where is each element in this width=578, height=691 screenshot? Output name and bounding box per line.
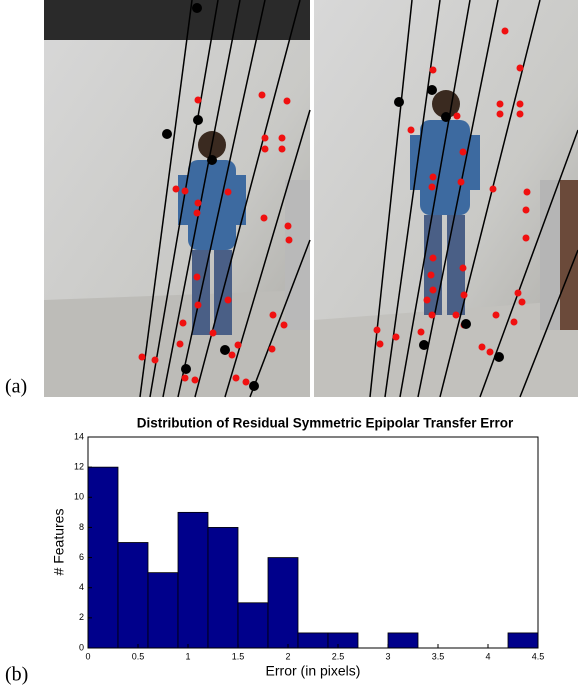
bar bbox=[118, 543, 148, 649]
bar bbox=[178, 512, 208, 648]
chart-title: Distribution of Residual Symmetric Epipo… bbox=[137, 416, 514, 431]
y-tick-label: 10 bbox=[74, 492, 84, 502]
figure: (a) (b) Distribution of Residual Symmetr… bbox=[0, 0, 578, 686]
bar bbox=[298, 633, 328, 648]
bar bbox=[508, 633, 538, 648]
photo-left bbox=[44, 0, 310, 397]
bar bbox=[148, 573, 178, 648]
y-tick-label: 6 bbox=[79, 552, 84, 562]
x-tick-label: 1 bbox=[185, 651, 190, 661]
x-tick-label: 3 bbox=[385, 651, 390, 661]
panel-label: (a) bbox=[5, 376, 27, 398]
y-axis-label: # Features bbox=[51, 509, 67, 576]
y-tick-label: 4 bbox=[79, 582, 84, 592]
y-tick-label: 12 bbox=[74, 462, 84, 472]
x-tick-label: 2 bbox=[285, 651, 290, 661]
photo-right bbox=[314, 0, 578, 397]
x-tick-label: 1.5 bbox=[232, 651, 245, 661]
bar bbox=[328, 633, 358, 648]
y-tick-label: 8 bbox=[79, 522, 84, 532]
bar bbox=[238, 603, 268, 648]
y-tick-label: 14 bbox=[74, 431, 84, 441]
y-tick-label: 2 bbox=[79, 612, 84, 622]
x-tick-label: 3.5 bbox=[432, 651, 445, 661]
panel-label: (b) bbox=[5, 664, 28, 686]
bar bbox=[208, 527, 238, 648]
bar bbox=[388, 633, 418, 648]
x-tick-label: 0 bbox=[85, 651, 90, 661]
y-tick-label: 0 bbox=[79, 642, 84, 652]
x-tick-label: 4 bbox=[485, 651, 490, 661]
bar bbox=[268, 558, 298, 648]
bar bbox=[88, 467, 118, 648]
x-tick-label: 2.5 bbox=[332, 651, 345, 661]
x-tick-label: 4.5 bbox=[532, 651, 545, 661]
x-axis-label: Error (in pixels) bbox=[266, 663, 361, 679]
x-tick-label: 0.5 bbox=[132, 651, 145, 661]
